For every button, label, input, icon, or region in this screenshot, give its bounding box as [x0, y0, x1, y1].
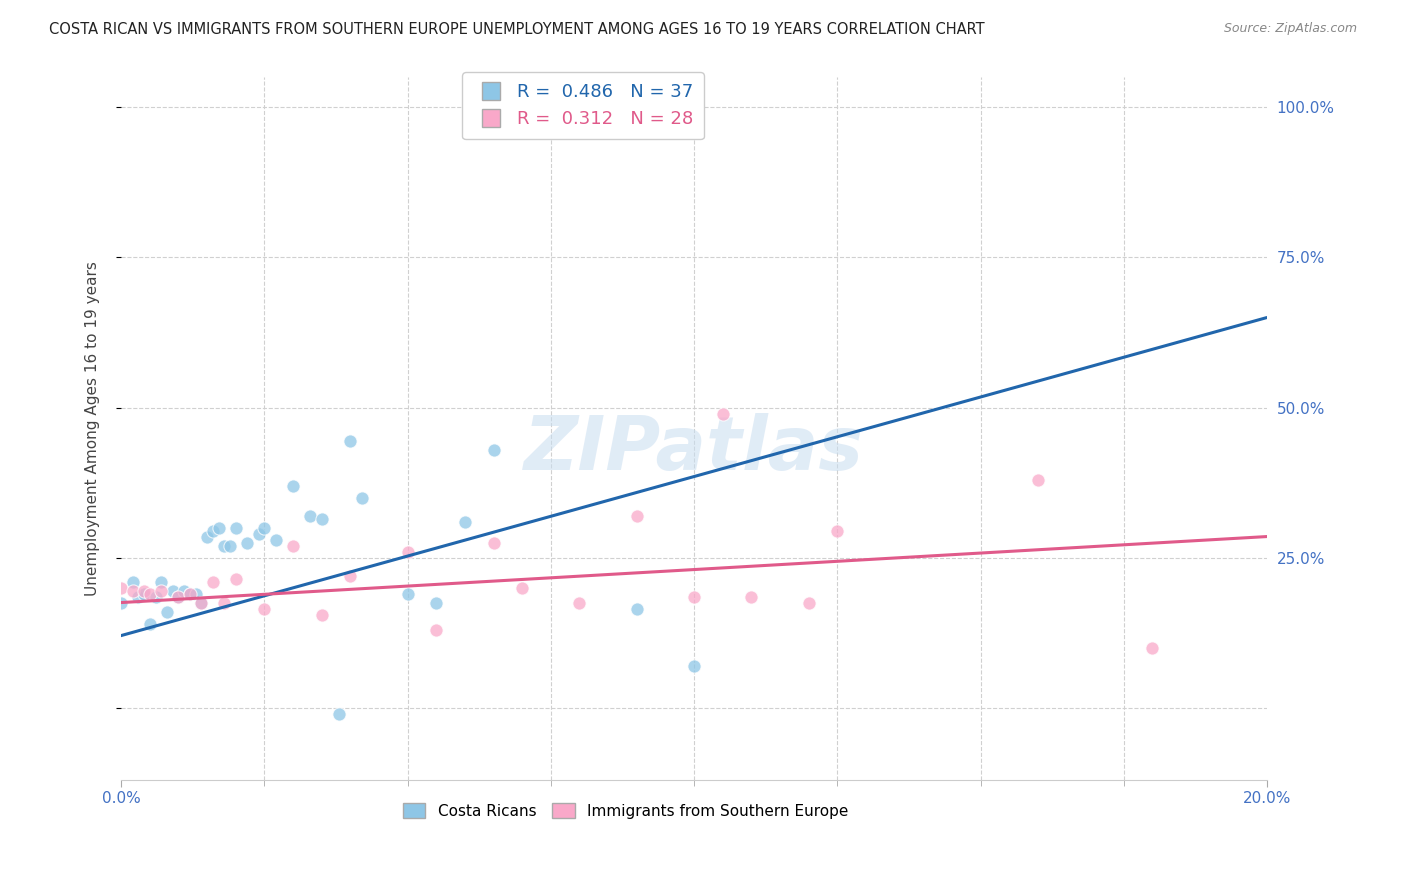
Point [190, 596, 212, 610]
Point [247, 526, 270, 541]
Point [139, 586, 162, 600]
Point [219, 539, 242, 553]
Point [740, 590, 762, 604]
Point [156, 605, 179, 619]
Point [1026, 473, 1049, 487]
Point [110, 581, 132, 595]
Point [482, 442, 505, 457]
Point [454, 515, 477, 529]
Point [214, 539, 236, 553]
Point [150, 574, 173, 589]
Point [350, 491, 373, 505]
Point [425, 596, 447, 610]
Point [328, 706, 350, 721]
Point [225, 572, 247, 586]
Point [568, 596, 591, 610]
Legend: Costa Ricans, Immigrants from Southern Europe: Costa Ricans, Immigrants from Southern E… [396, 797, 855, 824]
Point [396, 586, 419, 600]
Point [482, 535, 505, 549]
Point [184, 586, 207, 600]
Point [110, 596, 132, 610]
Point [121, 574, 143, 589]
Point [311, 607, 333, 622]
Point [173, 583, 195, 598]
Point [683, 658, 706, 673]
Point [683, 590, 706, 604]
Point [132, 583, 155, 598]
Point [195, 530, 218, 544]
Point [626, 601, 648, 615]
Point [190, 596, 212, 610]
Point [145, 590, 167, 604]
Point [201, 574, 224, 589]
Point [281, 539, 304, 553]
Point [339, 568, 361, 582]
Point [207, 520, 229, 534]
Point [150, 583, 173, 598]
Point [167, 590, 190, 604]
Point [127, 590, 149, 604]
Text: COSTA RICAN VS IMMIGRANTS FROM SOUTHERN EUROPE UNEMPLOYMENT AMONG AGES 16 TO 19 : COSTA RICAN VS IMMIGRANTS FROM SOUTHERN … [49, 22, 984, 37]
Point [201, 524, 224, 538]
Y-axis label: Unemployment Among Ages 16 to 19 years: Unemployment Among Ages 16 to 19 years [86, 261, 100, 596]
Point [396, 544, 419, 558]
Point [162, 583, 184, 598]
Point [510, 581, 533, 595]
Point [253, 601, 276, 615]
Point [281, 478, 304, 492]
Point [339, 434, 361, 448]
Text: Source: ZipAtlas.com: Source: ZipAtlas.com [1223, 22, 1357, 36]
Point [626, 508, 648, 523]
Point [132, 586, 155, 600]
Point [797, 596, 820, 610]
Point [121, 583, 143, 598]
Point [711, 407, 734, 421]
Point [214, 596, 236, 610]
Text: ZIPatlas: ZIPatlas [524, 413, 865, 486]
Point [253, 520, 276, 534]
Point [827, 524, 849, 538]
Point [179, 586, 201, 600]
Point [1142, 640, 1164, 655]
Point [264, 533, 287, 547]
Point [179, 586, 201, 600]
Point [167, 590, 190, 604]
Point [236, 535, 259, 549]
Point [311, 511, 333, 525]
Point [299, 508, 322, 523]
Point [425, 623, 447, 637]
Point [139, 616, 162, 631]
Point [225, 520, 247, 534]
